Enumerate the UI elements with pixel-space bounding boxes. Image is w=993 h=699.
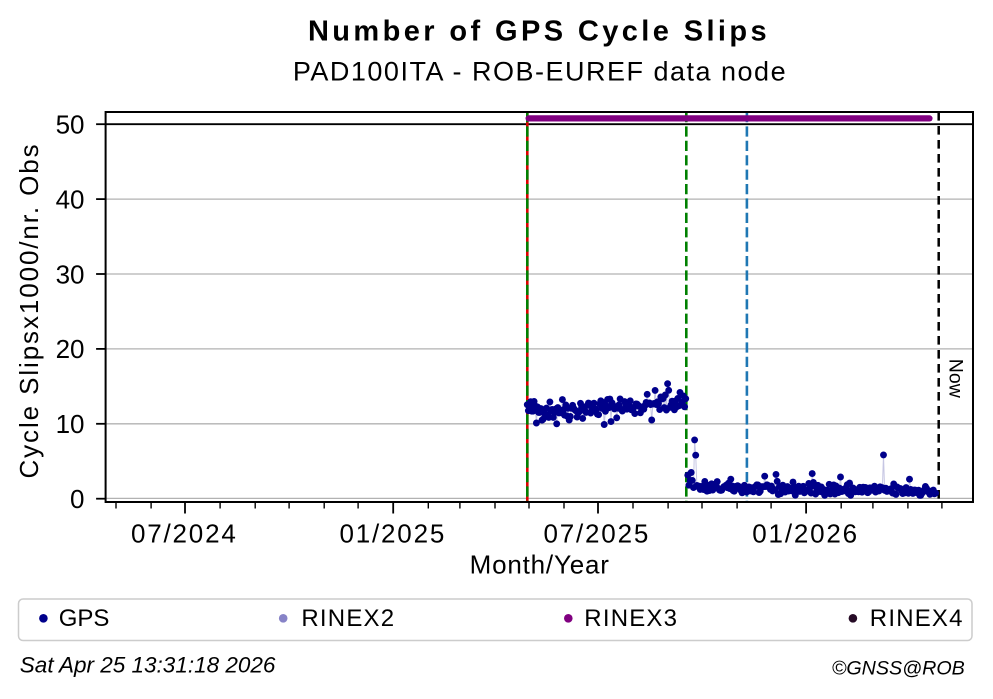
svg-text:Month/Year: Month/Year [470, 550, 610, 580]
svg-text:01/2026: 01/2026 [752, 518, 859, 548]
svg-text:RINEX3: RINEX3 [584, 605, 678, 632]
svg-text:30: 30 [56, 259, 85, 289]
svg-text:40: 40 [56, 184, 85, 214]
svg-text:07/2025: 07/2025 [544, 518, 651, 548]
svg-text:0: 0 [70, 484, 84, 514]
svg-text:50: 50 [56, 110, 85, 140]
svg-text:RINEX4: RINEX4 [870, 605, 964, 632]
svg-text:20: 20 [56, 334, 85, 364]
svg-text:Cycle Slipsx1000/nr. Obs: Cycle Slipsx1000/nr. Obs [14, 142, 44, 478]
svg-text:GPS: GPS [59, 605, 110, 632]
svg-text:©GNSS@ROB: ©GNSS@ROB [832, 657, 965, 679]
svg-text:07/2024: 07/2024 [131, 518, 238, 548]
svg-text:01/2025: 01/2025 [340, 518, 447, 548]
svg-text:RINEX2: RINEX2 [301, 605, 395, 632]
svg-text:Number of GPS Cycle Slips: Number of GPS Cycle Slips [308, 16, 770, 48]
svg-text:PAD100ITA - ROB-EUREF data nod: PAD100ITA - ROB-EUREF data node [293, 57, 787, 87]
svg-text:10: 10 [56, 409, 85, 439]
svg-text:Now: Now [944, 359, 966, 399]
svg-text:Sat Apr 25 13:31:18 2026: Sat Apr 25 13:31:18 2026 [20, 652, 276, 677]
